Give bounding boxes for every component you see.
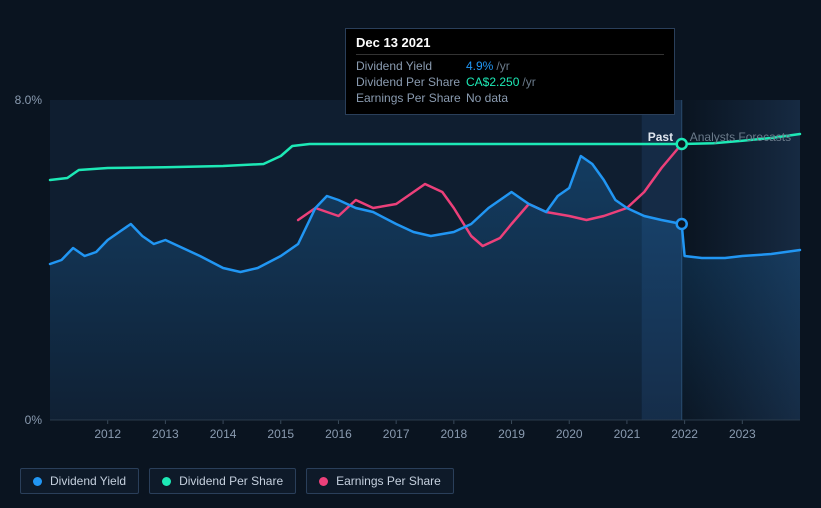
dividend-chart: 2012 2013 2014 2015 2016 2017 2018 2019 2020 2021… <box>0 0 821 508</box>
tooltip-date: Dec 13 2021 <box>356 35 664 55</box>
legend-dot-icon <box>319 477 328 486</box>
x-tick-label: 2016 <box>325 427 352 441</box>
tooltip-row: Earnings Per ShareNo data <box>356 90 664 106</box>
dividend-per-share-dot <box>677 139 687 149</box>
x-tick-label: 2014 <box>210 427 237 441</box>
y-tick-label: 0% <box>25 413 43 427</box>
x-tick-label: 2019 <box>498 427 525 441</box>
tooltip-row: Dividend Yield4.9%/yr <box>356 58 664 74</box>
legend-item-label: Earnings Per Share <box>336 474 441 488</box>
tooltip-row-suffix: /yr <box>522 75 535 89</box>
x-tick-label: 2015 <box>267 427 294 441</box>
x-tick-label: 2018 <box>440 427 467 441</box>
tooltip-row-value: No data <box>466 91 508 105</box>
dividend-yield-dot <box>677 219 687 229</box>
legend-item-label: Dividend Yield <box>50 474 126 488</box>
legend-item-dividend-yield[interactable]: Dividend Yield <box>20 468 139 494</box>
chart-legend: Dividend Yield Dividend Per Share Earnings… <box>20 468 454 494</box>
legend-dot-icon <box>33 477 42 486</box>
tooltip-row-label: Dividend Yield <box>356 59 466 73</box>
x-tick-label: 2021 <box>614 427 641 441</box>
forecast-label: Analysts Forecasts <box>690 130 791 144</box>
tooltip-row-suffix: /yr <box>496 59 509 73</box>
tooltip-row-value: 4.9% <box>466 59 493 73</box>
x-tick-label: 2012 <box>94 427 121 441</box>
chart-tooltip: Dec 13 2021 Dividend Yield4.9%/yrDividen… <box>345 28 675 115</box>
legend-item-dividend-per-share[interactable]: Dividend Per Share <box>149 468 296 494</box>
x-tick-label: 2020 <box>556 427 583 441</box>
past-label: Past <box>648 130 673 144</box>
tooltip-row-value: CA$2.250 <box>466 75 519 89</box>
tooltip-row-label: Dividend Per Share <box>356 75 466 89</box>
tooltip-row-label: Earnings Per Share <box>356 91 466 105</box>
legend-item-label: Dividend Per Share <box>179 474 283 488</box>
legend-item-earnings-per-share[interactable]: Earnings Per Share <box>306 468 454 494</box>
legend-dot-icon <box>162 477 171 486</box>
tooltip-row: Dividend Per ShareCA$2.250/yr <box>356 74 664 90</box>
y-tick-label: 8.0% <box>15 93 43 107</box>
x-tick-label: 2013 <box>152 427 179 441</box>
x-tick-label: 2023 <box>729 427 756 441</box>
x-tick-label: 2022 <box>671 427 698 441</box>
x-tick-label: 2017 <box>383 427 410 441</box>
